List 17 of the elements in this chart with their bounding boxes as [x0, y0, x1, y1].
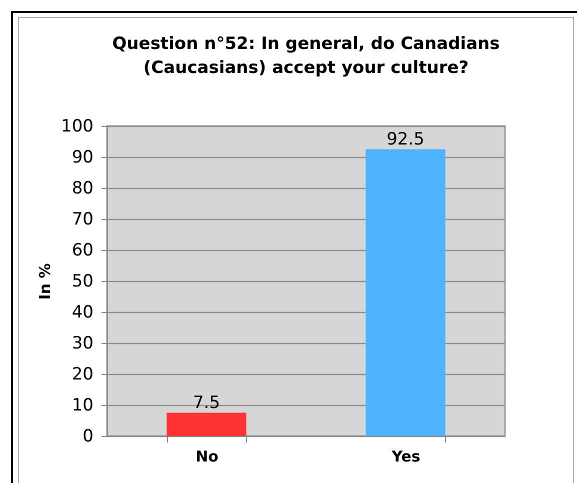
data-label: 7.5 — [192, 392, 220, 413]
y-tick-label: 50 — [72, 272, 94, 292]
y-tick-label: 20 — [72, 364, 94, 384]
y-tick-label: 40 — [72, 302, 94, 322]
data-label: 92.5 — [386, 129, 424, 150]
chart-title: Question n°52: In general, do Canadians (Caucasians) accept your culture? — [112, 34, 500, 78]
y-tick-label: 70 — [72, 210, 94, 230]
y-tick-label: 90 — [72, 148, 94, 168]
y-tick-label: 30 — [72, 334, 94, 354]
y-axis-title: In % — [36, 263, 54, 300]
y-tick-label: 10 — [72, 396, 94, 416]
y-tick-label: 80 — [72, 178, 94, 198]
x-tick-label: No — [196, 448, 218, 466]
y-tick-label: 100 — [61, 116, 94, 136]
y-tick-label: 60 — [72, 240, 94, 260]
y-tick-label: 0 — [82, 426, 94, 446]
x-tick-label: Yes — [390, 448, 420, 466]
